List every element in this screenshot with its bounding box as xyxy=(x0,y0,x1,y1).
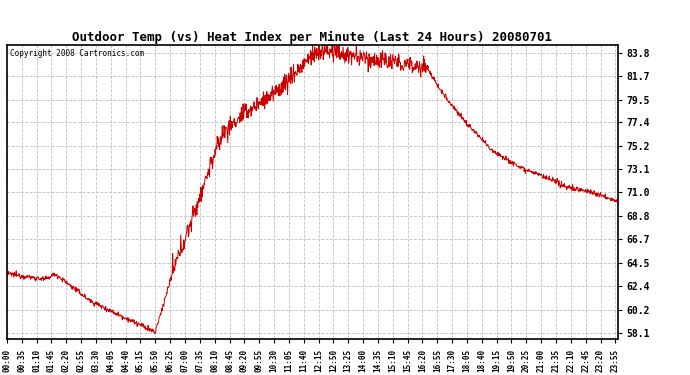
Title: Outdoor Temp (vs) Heat Index per Minute (Last 24 Hours) 20080701: Outdoor Temp (vs) Heat Index per Minute … xyxy=(72,31,552,44)
Text: Copyright 2008 Cartronics.com: Copyright 2008 Cartronics.com xyxy=(10,50,144,58)
